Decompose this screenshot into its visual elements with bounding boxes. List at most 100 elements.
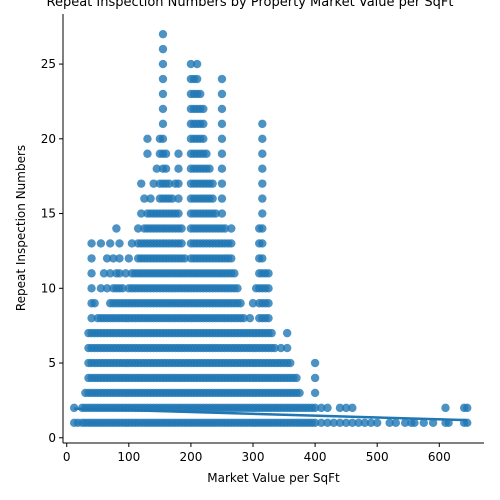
y-tick-label: 20 <box>41 132 56 146</box>
data-point <box>264 299 272 307</box>
data-point <box>193 75 201 83</box>
data-point <box>218 194 226 202</box>
data-point <box>311 359 319 367</box>
data-point <box>441 404 449 412</box>
data-point <box>283 344 291 352</box>
data-point <box>205 165 213 173</box>
data-point <box>146 194 154 202</box>
x-tick-label: 200 <box>179 450 202 464</box>
data-point <box>373 419 381 427</box>
data-point <box>286 359 294 367</box>
data-point <box>159 30 167 38</box>
data-point <box>162 165 170 173</box>
data-point <box>199 135 207 143</box>
data-point <box>227 239 235 247</box>
data-point <box>106 239 114 247</box>
data-point <box>230 269 238 277</box>
data-point <box>177 239 185 247</box>
data-point <box>162 150 170 158</box>
data-point <box>264 284 272 292</box>
data-point <box>137 179 145 187</box>
data-point <box>112 224 120 232</box>
data-point <box>218 179 226 187</box>
data-point <box>258 239 266 247</box>
data-point <box>143 135 151 143</box>
data-points <box>70 30 471 427</box>
data-point <box>87 269 95 277</box>
chart-title: Repeat Inspection Numbers by Property Ma… <box>47 0 454 10</box>
data-point <box>199 105 207 113</box>
data-point <box>258 150 266 158</box>
data-point <box>258 254 266 262</box>
data-point <box>218 165 226 173</box>
data-point <box>202 150 210 158</box>
data-point <box>115 239 123 247</box>
data-point <box>258 224 266 232</box>
y-axis: 0 5 10 15 20 25 <box>41 14 63 445</box>
y-tick-label: 0 <box>48 431 56 445</box>
data-point <box>87 254 95 262</box>
data-point <box>97 239 105 247</box>
data-point <box>159 120 167 128</box>
data-point <box>125 254 133 262</box>
data-point <box>227 224 235 232</box>
y-tick-label: 5 <box>48 356 56 370</box>
data-point <box>208 179 216 187</box>
data-point <box>246 314 254 322</box>
data-point <box>218 75 226 83</box>
data-point <box>258 165 266 173</box>
data-point <box>236 299 244 307</box>
data-point <box>208 194 216 202</box>
data-point <box>348 404 356 412</box>
data-point <box>392 419 400 427</box>
data-point <box>218 120 226 128</box>
data-point <box>218 150 226 158</box>
data-point <box>258 135 266 143</box>
x-tick-label: 600 <box>428 450 451 464</box>
data-point <box>323 404 331 412</box>
data-point <box>90 299 98 307</box>
data-point <box>159 45 167 53</box>
data-point <box>177 224 185 232</box>
data-point <box>174 179 182 187</box>
data-point <box>193 60 201 68</box>
data-point <box>218 209 226 217</box>
data-point <box>233 284 241 292</box>
data-point <box>292 374 300 382</box>
y-axis-label: Repeat Inspection Numbers <box>14 145 28 311</box>
data-point <box>199 120 207 128</box>
data-point <box>143 150 151 158</box>
data-point <box>258 209 266 217</box>
data-point <box>159 60 167 68</box>
x-tick-label: 500 <box>366 450 389 464</box>
data-point <box>174 194 182 202</box>
data-point <box>311 374 319 382</box>
data-point <box>159 105 167 113</box>
x-axis: 0 100 200 300 400 500 600 <box>63 443 484 464</box>
data-point <box>258 194 266 202</box>
x-tick-label: 400 <box>304 450 327 464</box>
data-point <box>115 254 123 262</box>
data-point <box>227 254 235 262</box>
y-tick-label: 25 <box>41 57 56 71</box>
data-point <box>264 314 272 322</box>
data-point <box>174 209 182 217</box>
data-point <box>159 90 167 98</box>
data-point <box>87 239 95 247</box>
x-tick-label: 0 <box>63 450 71 464</box>
x-axis-label: Market Value per SqFt <box>207 471 340 485</box>
data-point <box>159 135 167 143</box>
data-point <box>174 165 182 173</box>
data-point <box>295 389 303 397</box>
data-point <box>463 404 471 412</box>
data-point <box>218 135 226 143</box>
data-point <box>264 269 272 277</box>
x-tick-label: 100 <box>117 450 140 464</box>
y-tick-label: 10 <box>41 281 56 295</box>
data-point <box>159 75 167 83</box>
x-tick-label: 300 <box>242 450 265 464</box>
data-point <box>311 389 319 397</box>
data-point <box>258 179 266 187</box>
data-point <box>218 90 226 98</box>
